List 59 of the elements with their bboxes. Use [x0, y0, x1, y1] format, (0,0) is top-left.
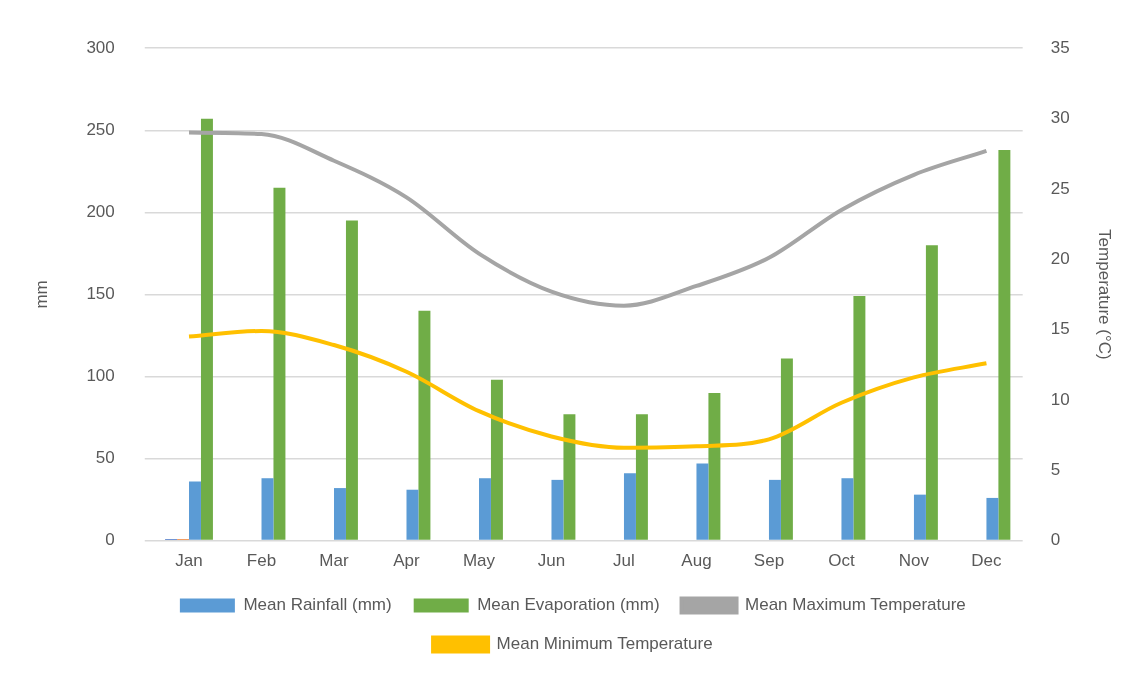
bar: [490, 379, 503, 540]
bar: [708, 392, 721, 540]
bar: [478, 478, 491, 540]
legend-label: Mean Rainfall (mm): [243, 595, 392, 615]
bar: [563, 414, 576, 540]
bar: [696, 463, 709, 540]
bar: [925, 245, 938, 540]
x-tick-label: Mar: [319, 551, 349, 571]
x-tick-label: Oct: [828, 551, 855, 571]
bar: [273, 187, 286, 540]
bar: [986, 497, 999, 540]
y-axis-title: mm: [31, 280, 51, 309]
x-tick-label: Jan: [175, 551, 203, 571]
x-tick-label: Sep: [753, 551, 785, 571]
bar: [345, 220, 358, 540]
y2-tick-label: 30: [1050, 108, 1070, 128]
y2-tick-label: 0: [1050, 530, 1061, 550]
legend-label: Mean Evaporation (mm): [477, 595, 660, 615]
line-series: [187, 328, 989, 450]
x-tick-label: May: [462, 551, 496, 571]
bar: [841, 478, 854, 540]
x-tick-label: Jul: [613, 551, 635, 571]
bar: [200, 118, 213, 540]
y2-tick-label: 10: [1050, 389, 1070, 409]
bar: [418, 310, 431, 540]
bar: [768, 479, 781, 540]
y-tick-label: 150: [86, 284, 115, 304]
y-tick-label: 250: [86, 119, 115, 139]
y-tick-label: 0: [105, 530, 115, 550]
x-tick-label: Apr: [393, 551, 421, 571]
x-tick-label: Dec: [971, 551, 1003, 571]
y-tick-label: 100: [86, 366, 115, 386]
y2-tick-label: 25: [1050, 178, 1070, 198]
bar: [635, 414, 648, 540]
bar: [998, 149, 1011, 540]
x-tick-label: Jun: [537, 551, 566, 571]
line-series: [187, 130, 989, 308]
legend-label: Mean Maximum Temperature: [745, 595, 966, 615]
bar: [780, 358, 793, 540]
y-tick-label: 200: [86, 202, 115, 222]
x-tick-label: Feb: [246, 551, 277, 571]
bar: [551, 479, 564, 540]
y2-tick-label: 35: [1050, 37, 1070, 57]
y-tick-label: 50: [95, 448, 115, 468]
x-tick-label: Nov: [898, 551, 930, 571]
bar: [406, 489, 419, 540]
legend-label: Mean Minimum Temperature: [496, 634, 713, 654]
bar: [623, 473, 636, 540]
bar: [334, 488, 346, 540]
bar: [261, 478, 274, 540]
y2-tick-label: 15: [1050, 319, 1070, 339]
bar: [913, 494, 926, 540]
x-tick-label: Aug: [681, 551, 712, 571]
y2-tick-label: 20: [1050, 248, 1070, 268]
bar: [189, 481, 201, 540]
y-tick-label: 300: [86, 37, 115, 57]
y2-axis-title: Temperature (°C): [1095, 229, 1115, 360]
bar: [853, 296, 866, 540]
y2-tick-label: 5: [1050, 459, 1061, 479]
